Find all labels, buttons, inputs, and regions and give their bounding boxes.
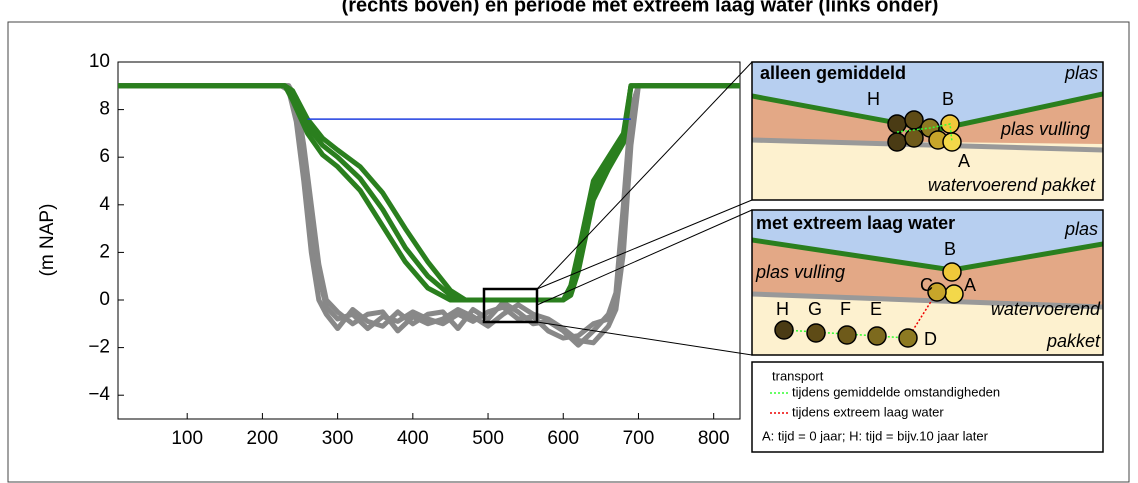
y-tick-label: −2 [88, 337, 110, 358]
x-tick-label: 600 [547, 428, 579, 449]
inset-label: plas [1064, 219, 1098, 239]
inset-label: H [867, 89, 880, 109]
legend-title: transport [772, 368, 824, 383]
inset-title: alleen gemiddeld [760, 63, 906, 83]
inset-label: H [776, 299, 789, 319]
inset-label: plas vulling [1000, 119, 1090, 139]
inset-label: F [840, 299, 851, 319]
x-tick-label: 200 [247, 428, 279, 449]
inset-label: A [964, 275, 976, 295]
chart-title: (rechts boven) en periode met extreem la… [342, 0, 939, 16]
y-axis-label: (m NAP) [37, 204, 58, 277]
legend: transport tijdens gemiddelde omstandighe… [751, 361, 1104, 453]
inset-label: G [808, 299, 822, 319]
inset-label: E [870, 299, 882, 319]
series-line [118, 83, 740, 346]
series-line [118, 83, 740, 303]
y-tick-label: 2 [99, 241, 110, 262]
inset-label: plas vulling [755, 262, 845, 282]
x-tick-label: 100 [171, 428, 203, 449]
x-tick-label: 700 [623, 428, 655, 449]
legend-note: A: tijd = 0 jaar; H: tijd = bijv.10 jaar… [762, 428, 989, 443]
inset-label: plas [1064, 63, 1098, 83]
zoom-box [482, 287, 539, 324]
y-tick-label: 10 [89, 51, 110, 72]
y-tick-label: 4 [99, 194, 110, 215]
inset-label: D [924, 329, 937, 349]
inset-label: B [942, 89, 954, 109]
legend-item: tijdens gemiddelde omstandigheden [792, 384, 1000, 399]
plot-area [117, 61, 741, 420]
x-tick-label: 300 [322, 428, 354, 449]
inset-extreme: met extreem laag water plas B plas vulli… [751, 209, 1104, 356]
x-tick-label: 800 [698, 428, 730, 449]
y-tick-label: 0 [99, 289, 110, 310]
inset-label: A [958, 151, 970, 171]
inset-title: met extreem laag water [756, 213, 955, 233]
series-line [118, 83, 740, 303]
inset-label: C [920, 275, 933, 295]
y-tick-label: 8 [99, 99, 110, 120]
y-tick-label: 6 [99, 146, 110, 167]
inset-label: pakket [1046, 331, 1101, 351]
series-line [118, 83, 740, 348]
series-line [118, 83, 740, 303]
frame [7, 21, 1130, 483]
legend-item: tijdens extreem laag water [792, 404, 944, 419]
x-tick-label: 500 [472, 428, 504, 449]
x-tick-label: 400 [397, 428, 429, 449]
plot [118, 61, 740, 419]
zoom-lines [536, 61, 753, 356]
inset-label: B [944, 239, 956, 259]
inset-label: watervoerend pakket [928, 175, 1096, 195]
inset-label: watervoerend [991, 299, 1101, 319]
inset-average: alleen gemiddeld plas H B plas vulling A… [751, 61, 1104, 201]
y-tick-label: −4 [88, 384, 110, 405]
